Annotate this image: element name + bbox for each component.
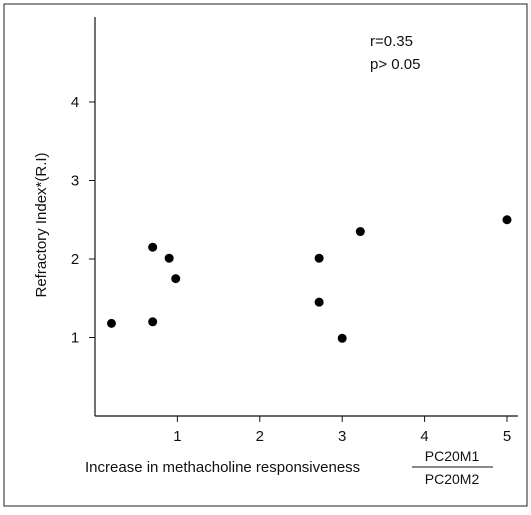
data-point — [314, 253, 324, 263]
data-point — [314, 297, 324, 307]
x-tick-label: 3 — [338, 428, 346, 445]
figure-border — [3, 3, 528, 507]
data-point — [164, 253, 174, 263]
x-tick-label: 1 — [173, 428, 181, 445]
y-axis-label: Refractory Index*(R.I) — [33, 152, 50, 297]
y-tick-label: 3 — [71, 173, 79, 190]
x-axis-label: Increase in methacholine responsiveness — [85, 459, 360, 476]
points-layer — [106, 215, 512, 343]
x-fraction-denominator: PC20M2 — [425, 471, 480, 487]
data-point — [171, 274, 181, 284]
x-tick-label: 4 — [420, 428, 428, 445]
y-tick-label: 2 — [71, 251, 79, 268]
data-point — [355, 227, 365, 237]
data-point — [337, 333, 347, 343]
annotation-p-value: p> 0.05 — [370, 56, 420, 73]
annotation-r-value: r=0.35 — [370, 33, 413, 50]
data-point — [502, 215, 512, 225]
ticks-layer: 1 2 3 4 5 1 2 3 4 — [71, 94, 511, 445]
x-tick-label: 2 — [256, 428, 264, 445]
data-point — [148, 242, 158, 252]
data-point — [148, 317, 158, 327]
data-point — [106, 318, 116, 328]
y-tick-label: 1 — [71, 330, 79, 347]
x-fraction-numerator: PC20M1 — [425, 448, 480, 464]
x-tick-label: 5 — [503, 428, 511, 445]
y-tick-label: 4 — [71, 94, 79, 111]
